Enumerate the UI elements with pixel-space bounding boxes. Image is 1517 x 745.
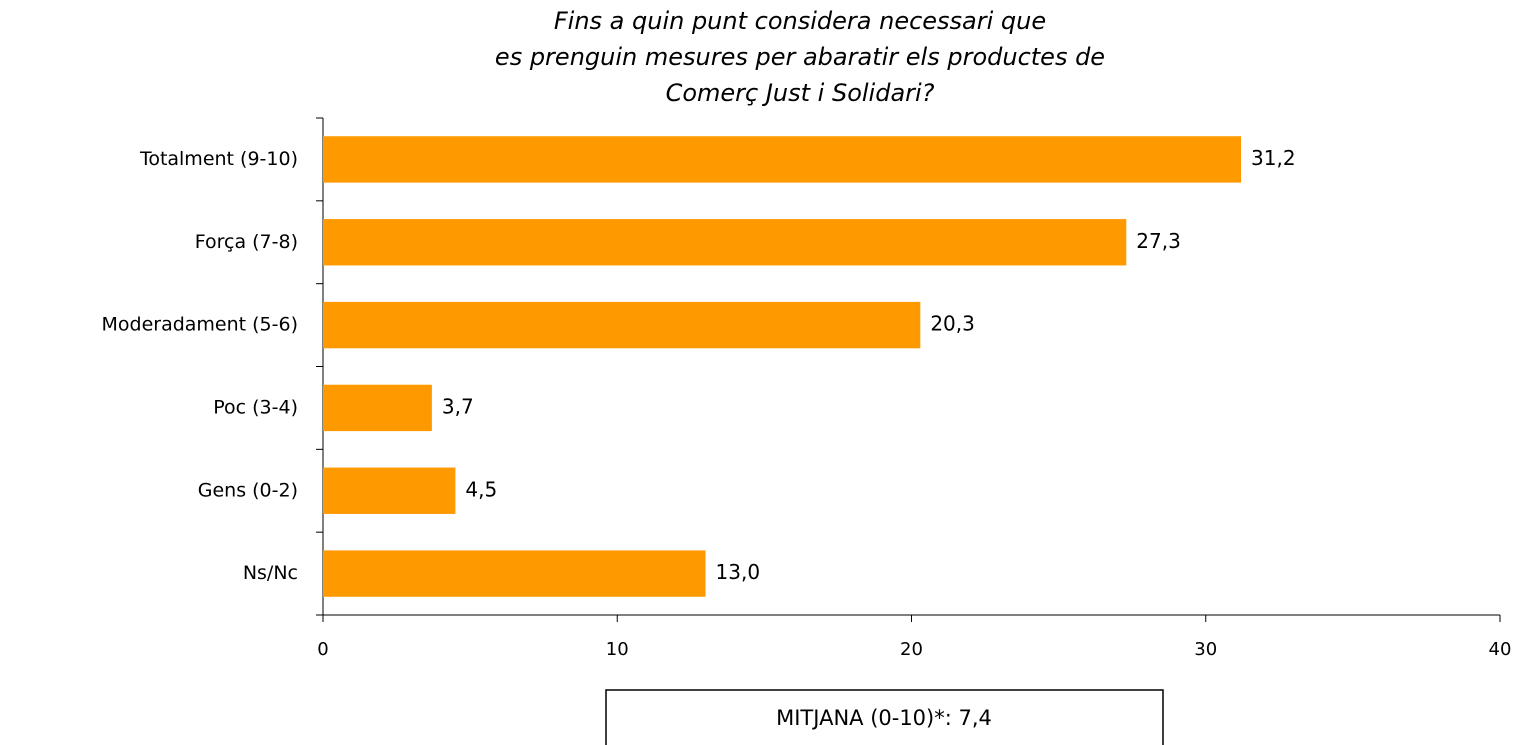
- chart-title: es prenguin mesures per abaratir els pro…: [495, 43, 1105, 71]
- bar: [323, 384, 432, 432]
- value-label: 31,2: [1251, 146, 1296, 170]
- y-tick-label: Gens (0-2): [198, 479, 298, 501]
- x-tick-label: 20: [900, 639, 923, 660]
- y-tick-label: Moderadament (5-6): [101, 314, 298, 336]
- annotation-box: [605, 689, 1164, 745]
- value-label: 20,3: [930, 312, 975, 336]
- bar: [323, 301, 921, 349]
- bar: [323, 550, 706, 597]
- x-tick-label: 10: [606, 639, 629, 660]
- chart-title: Fins a quin punt considera necessari que: [554, 7, 1046, 35]
- chart-title: Comerç Just i Solidari?: [666, 79, 935, 107]
- y-tick-label: Força (7-8): [195, 231, 298, 253]
- value-label: 3,7: [442, 394, 474, 418]
- y-tick-label: Poc (3-4): [213, 396, 298, 418]
- bar: [323, 136, 1242, 183]
- y-tick-label: Ns/Nc: [243, 562, 298, 584]
- y-tick-label: Totalment (9-10): [139, 148, 298, 170]
- value-label: 27,3: [1136, 229, 1181, 253]
- value-label: 13,0: [716, 560, 761, 584]
- annotation: MITJANA (0-10)*: 7,4: [776, 706, 992, 730]
- x-tick-label: 0: [317, 639, 328, 660]
- bar: [323, 219, 1127, 266]
- value-label: 4,5: [465, 477, 497, 501]
- bar: [323, 467, 456, 514]
- x-tick-label: 30: [1194, 639, 1217, 660]
- x-tick-label: 40: [1489, 639, 1512, 660]
